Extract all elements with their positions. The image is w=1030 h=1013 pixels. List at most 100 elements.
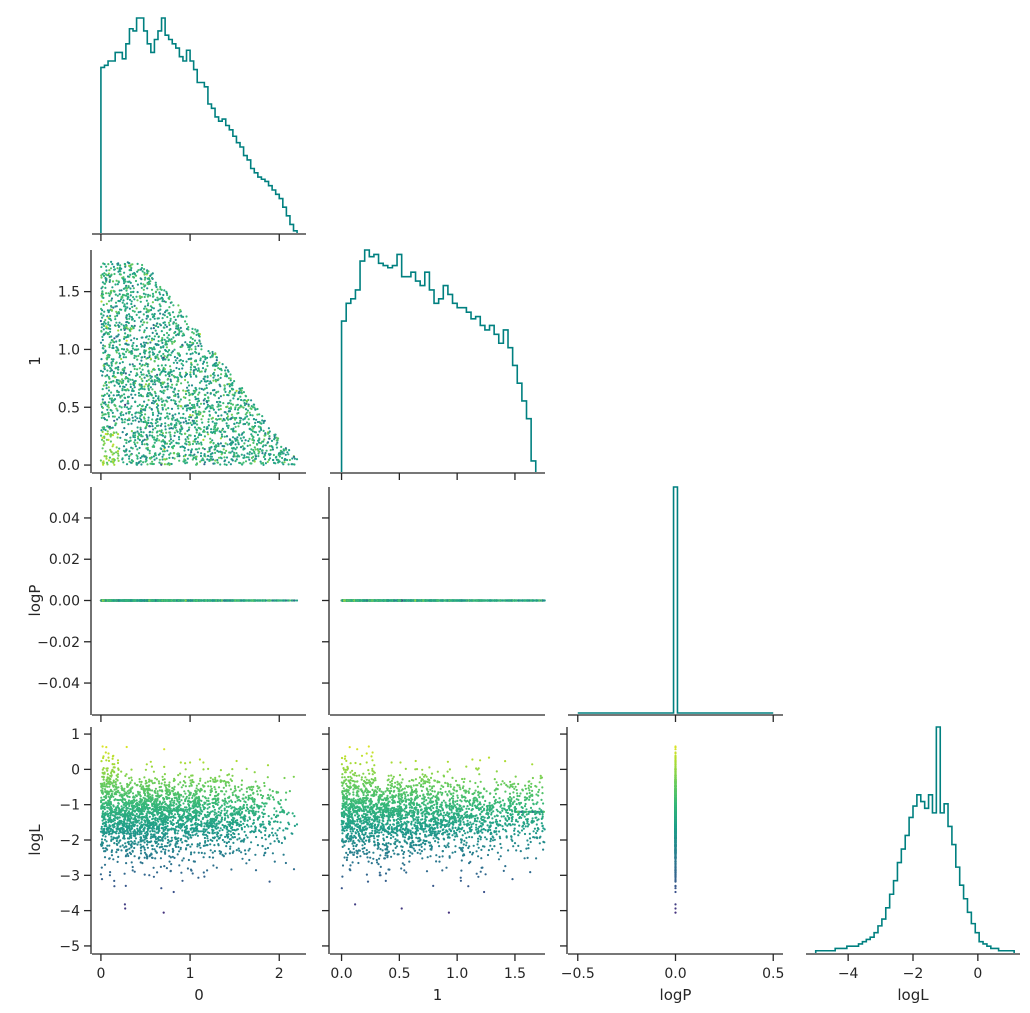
scatter-point	[181, 416, 184, 419]
scatter-point	[114, 376, 117, 379]
scatter-point	[139, 412, 142, 415]
scatter-point	[113, 463, 116, 466]
scatter-point	[208, 459, 211, 462]
scatter-point	[123, 271, 126, 274]
scatter-point	[242, 423, 245, 426]
scatter-point	[155, 406, 158, 409]
scatter-point	[143, 385, 146, 388]
scatter-point	[172, 391, 175, 394]
scatter-point	[152, 402, 155, 405]
scatter-point	[199, 428, 202, 431]
scatter-point	[147, 280, 150, 284]
scatter-point	[136, 426, 139, 429]
scatter-point	[142, 408, 145, 411]
scatter-point	[142, 420, 145, 424]
scatter-point	[175, 334, 178, 337]
scatter-point	[295, 458, 299, 461]
scatter-point	[206, 379, 209, 383]
scatter-point	[136, 270, 139, 273]
scatter-point	[184, 420, 188, 423]
scatter-point	[258, 450, 261, 453]
scatter-point	[171, 383, 174, 386]
scatter-point	[233, 437, 236, 440]
scatter-point	[138, 438, 141, 442]
scatter-point	[101, 414, 104, 417]
scatter-point	[151, 462, 154, 466]
scatter-point	[148, 452, 151, 455]
scatter-point	[293, 463, 296, 466]
scatter-point	[147, 416, 150, 419]
scatter-point	[234, 418, 237, 421]
scatter-point	[162, 346, 165, 349]
scatter-point	[149, 377, 152, 380]
scatter-point	[148, 335, 151, 338]
scatter-point	[195, 455, 198, 458]
scatter-point	[189, 413, 192, 417]
scatter-point	[132, 290, 135, 293]
scatter-point	[112, 358, 115, 361]
scatter-point	[153, 458, 156, 461]
scatter-point	[154, 357, 157, 360]
scatter-point	[129, 273, 132, 276]
scatter-point	[167, 377, 170, 380]
scatter-point	[217, 456, 221, 459]
scatter-point	[117, 349, 120, 352]
scatter-point	[138, 295, 141, 298]
scatter-point	[107, 389, 111, 392]
scatter-point	[116, 457, 119, 460]
scatter-point	[165, 346, 168, 349]
scatter-point	[169, 313, 172, 317]
scatter-point	[124, 263, 127, 266]
scatter-point	[126, 327, 129, 330]
scatter-point	[181, 334, 184, 337]
scatter-point	[161, 356, 164, 360]
scatter-point	[141, 439, 145, 442]
scatter-point	[123, 427, 126, 430]
scatter-point	[158, 323, 161, 326]
scatter-point	[161, 341, 164, 344]
scatter-point	[274, 456, 277, 459]
scatter-point	[156, 409, 160, 412]
scatter-point	[259, 460, 262, 463]
scatter-point	[101, 338, 104, 342]
scatter-point	[175, 442, 178, 445]
scatter-point	[159, 308, 162, 311]
scatter-point	[107, 404, 110, 407]
scatter-point	[225, 366, 228, 369]
scatter-point	[218, 361, 221, 364]
scatter-point	[117, 333, 120, 336]
scatter-point	[116, 450, 120, 453]
scatter-point	[111, 344, 115, 347]
scatter-point	[114, 293, 117, 296]
scatter-point	[189, 371, 192, 374]
scatter-point	[151, 272, 154, 275]
scatter-point	[131, 345, 134, 348]
scatter-point	[162, 439, 165, 442]
scatter-point	[194, 448, 197, 451]
scatter-point	[167, 353, 170, 356]
scatter-point	[161, 432, 164, 435]
scatter-point	[177, 314, 180, 317]
scatter-point	[111, 415, 115, 418]
scatter-point	[182, 460, 185, 463]
scatter-point	[125, 314, 128, 317]
scatter-point	[143, 400, 146, 403]
scatter-point	[158, 461, 161, 464]
scatter-point	[134, 279, 138, 283]
scatter-point	[179, 416, 182, 419]
scatter-point	[190, 363, 193, 366]
scatter-point	[153, 400, 157, 403]
scatter-point	[187, 437, 190, 440]
scatter-point	[124, 356, 128, 359]
scatter-point	[117, 393, 120, 396]
scatter-point	[184, 462, 187, 465]
scatter-point	[189, 341, 192, 344]
scatter-point	[187, 391, 190, 394]
scatter-point	[107, 406, 110, 409]
scatter-point	[149, 462, 152, 465]
scatter-point	[178, 438, 181, 441]
scatter-point	[228, 391, 231, 394]
scatter-point	[116, 436, 119, 439]
scatter-point	[151, 388, 154, 391]
scatter-point	[105, 384, 108, 387]
